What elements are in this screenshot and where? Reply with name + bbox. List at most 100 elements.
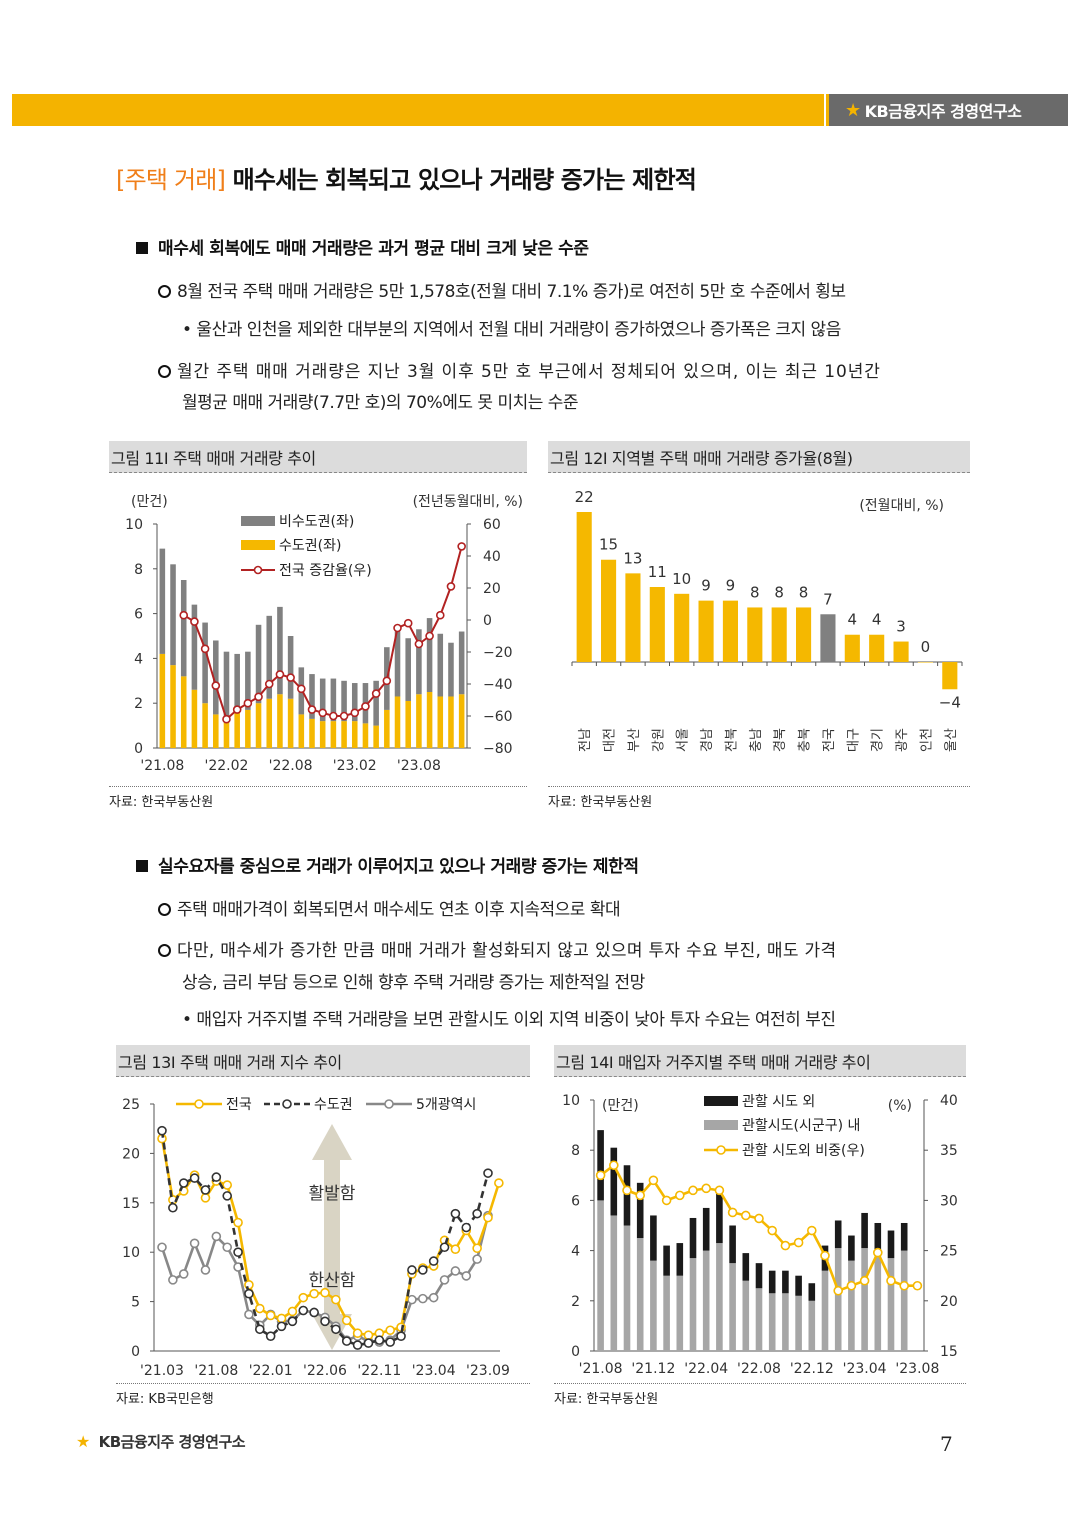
fig14-left-tick-label: 6: [571, 1193, 580, 1209]
fig13-y-tick-label: 20: [122, 1146, 140, 1162]
fig11-bar-noncapital: [180, 580, 187, 677]
fig14-bar-within: [768, 1293, 776, 1351]
fig14-bar-outside: [689, 1217, 697, 1259]
circle-bullet-icon: [158, 903, 171, 916]
fig11-rate-point: [200, 644, 210, 654]
fig14-x-tick-label: '23.04: [843, 1361, 887, 1377]
fig12-category-label: 울산: [944, 728, 959, 752]
fig14-bar-within: [887, 1258, 895, 1351]
fig12-category-label: 전남: [578, 728, 593, 752]
fig14-bar-within: [623, 1225, 631, 1351]
section2-para2-line2: 상승, 금리 부담 등으로 인해 향후 주택 거래량 증가는 제한적일 전망: [182, 973, 645, 993]
section1-para2: 월간 주택 매매 거래량은 지난 3월 이후 5만 호 부근에서 정체되어 있으…: [158, 357, 968, 382]
fig13-capital-point: [168, 1202, 178, 1213]
section2-para1-text: 주택 매매가격이 회복되면서 매수세도 연초 이후 지속적으로 확대: [177, 900, 621, 920]
fig13-capital-point: [407, 1265, 417, 1275]
fig11-right-tick-label: −40: [483, 677, 513, 693]
fig14-left-tick-label: 2: [571, 1294, 580, 1310]
fig11-rate-point: [190, 617, 199, 626]
fig11-rate-point: [393, 623, 402, 633]
fig14-bar-within: [610, 1215, 618, 1351]
fig11-bar-noncapital: [202, 622, 208, 704]
fig13-legend-national: 전국: [226, 1097, 252, 1113]
fig13-capital-point: [178, 1178, 189, 1188]
fig14-bar-outside: [887, 1230, 895, 1259]
fig11-legend-rate: 전국 증감율(우): [279, 563, 372, 579]
fig12-data-label: 8: [799, 583, 809, 601]
fig13-capital-point: [374, 1335, 385, 1345]
fig14-share-point: [661, 1195, 672, 1206]
fig14-bar-within: [821, 1270, 829, 1351]
fig13-metro-point: [439, 1275, 450, 1285]
fig12-category-label: 경남: [700, 728, 715, 752]
fig13-metro-point: [211, 1231, 222, 1242]
fig13-national-point: [320, 1287, 330, 1298]
fig13-capital-point: [331, 1324, 341, 1335]
fig14-bar-within: [755, 1288, 763, 1351]
fig14-bar-outside: [610, 1147, 618, 1216]
fig12-data-label: 10: [672, 570, 691, 588]
fig11-bar-noncapital: [255, 624, 262, 704]
square-bullet-icon: [136, 242, 148, 254]
fig14-bar-within: [808, 1300, 816, 1351]
fig11-bar-capital: [202, 703, 208, 748]
fig12-data-label: 7: [823, 590, 833, 608]
fig11-legend-swatch-noncapital: [241, 516, 275, 526]
fig13-capital-point: [287, 1316, 298, 1327]
fig11-bar-capital: [309, 718, 315, 748]
fig11-rate-point: [425, 631, 434, 641]
fig13-national-point: [276, 1313, 287, 1324]
fig14-bar-outside: [900, 1222, 908, 1251]
fig11-bar-noncapital: [319, 678, 326, 722]
fig11-rate-point: [457, 542, 466, 551]
circle-bullet-icon: [158, 365, 171, 378]
fig11-rate-point: [318, 708, 327, 718]
fig13-capital-point: [298, 1305, 309, 1316]
fig14-bar-outside: [702, 1207, 710, 1251]
fig14-bar-within: [597, 1200, 604, 1351]
fig12-category-label: 서울: [676, 728, 691, 752]
fig11-rate-point: [179, 610, 189, 620]
fig13-y-tick-label: 5: [131, 1295, 140, 1311]
fig13-national-point: [298, 1292, 309, 1303]
fig12-bar: [649, 587, 665, 662]
fig14-x-tick-label: '22.12: [790, 1361, 834, 1377]
fig14-bar-outside: [782, 1270, 789, 1294]
fig11-bar-capital: [245, 709, 251, 748]
fig11-rate-point: [222, 714, 231, 724]
fig13-capital-point: [276, 1321, 287, 1332]
fig11-bar-capital: [191, 689, 198, 748]
fig14-x-tick-label: '23.08: [895, 1361, 939, 1377]
fig13-national-point: [341, 1315, 352, 1326]
fig14-left-tick-label: 0: [571, 1344, 580, 1360]
fig13-x-tick-label: '22.01: [249, 1363, 293, 1379]
fig14-share-point: [648, 1175, 659, 1186]
fig11-bar-noncapital: [277, 606, 283, 695]
fig12-data-label: 11: [648, 563, 667, 581]
fig11-x-tick-label: '22.02: [205, 758, 249, 774]
fig11-right-tick-label: −80: [483, 741, 513, 757]
fig14-x-tick-label: '21.12: [631, 1361, 675, 1377]
fig13-national-point: [483, 1212, 493, 1223]
fig11-bar-noncapital: [170, 564, 176, 666]
fig14-bar-within: [861, 1248, 868, 1351]
fig14-bar-within: [782, 1293, 789, 1351]
fig12-data-label: 4: [872, 611, 882, 629]
fig14-left-tick-label: 4: [571, 1244, 580, 1260]
fig14-share-point: [886, 1275, 896, 1286]
fig11-rate-point: [232, 705, 242, 714]
fig13-legend-capital: 수도권: [314, 1097, 353, 1113]
section1-para1-sub: • 울산과 인천을 제외한 대부분의 지역에서 전월 대비 거래량이 증가하였으…: [182, 320, 841, 340]
fig12-title: 그림 12I 지역별 주택 매매 거래량 증가율(8월): [548, 441, 970, 473]
fig13-capital-point: [472, 1208, 482, 1219]
fig14-share-point: [727, 1207, 738, 1218]
fig12-bar: [722, 600, 738, 662]
fig14-left-unit: (만건): [602, 1098, 639, 1114]
fig14-x-tick-label: '21.08: [579, 1361, 623, 1377]
fig13-capital-point: [211, 1172, 222, 1182]
fig14-bar-outside: [795, 1275, 802, 1296]
fig13-source: 자료: KB국민은행: [116, 1383, 530, 1407]
fig11-bar-noncapital: [394, 631, 401, 697]
fig14-bar-outside: [729, 1225, 736, 1264]
page-number: 7: [940, 1432, 953, 1456]
